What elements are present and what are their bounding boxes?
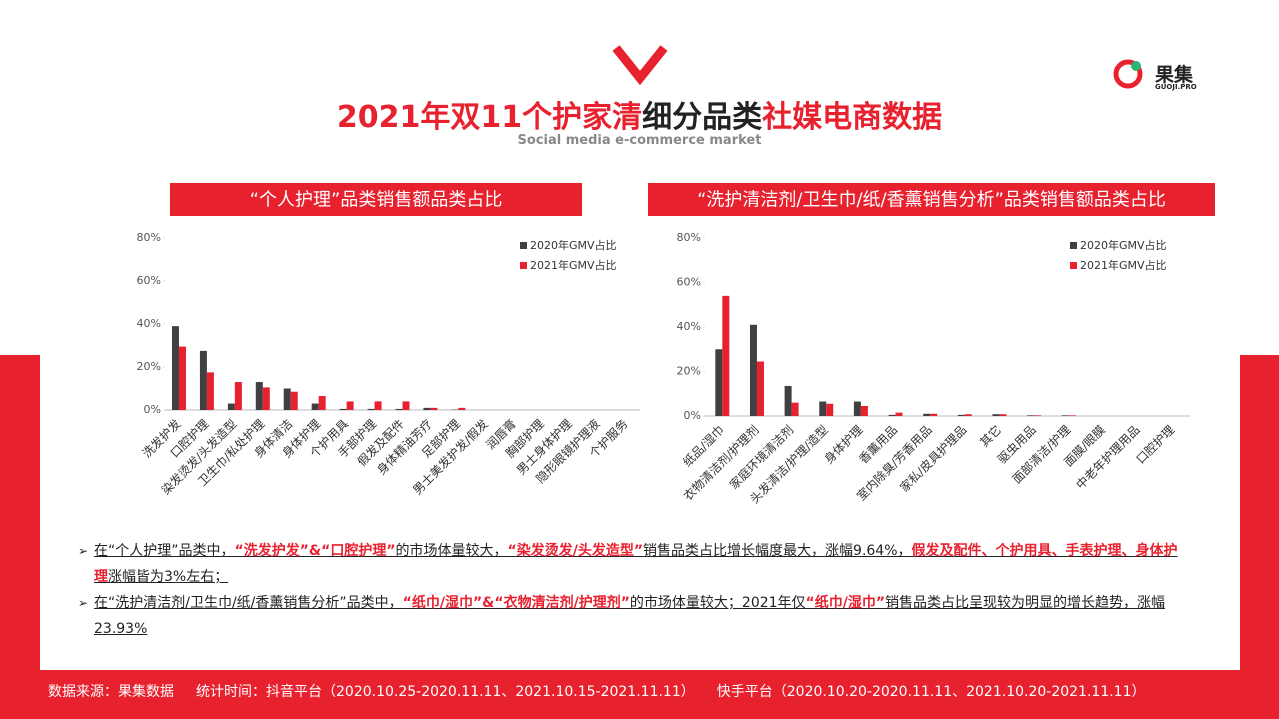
footer-text: 统计时间：抖音平台（2020.10.25-2020.11.11、2021.10.… bbox=[196, 684, 695, 700]
bar bbox=[1027, 415, 1035, 416]
bar bbox=[290, 391, 298, 410]
bar bbox=[171, 326, 179, 410]
bullet-run: 在“洗护清洁剂/卫生巾/纸/香薰销售分析”品类中， bbox=[94, 595, 403, 611]
title-run: 2021年双11个护家清 bbox=[336, 100, 643, 135]
bullet-run: 销售品类占比增长幅度最大，涨幅9.64%， bbox=[643, 543, 912, 559]
y-tick-label: 20% bbox=[677, 365, 701, 378]
bar bbox=[311, 403, 319, 410]
bar bbox=[367, 408, 375, 410]
bullet-run: “纸巾/湿巾” bbox=[805, 595, 886, 611]
bar bbox=[430, 407, 438, 410]
legend-swatch bbox=[520, 242, 527, 249]
y-tick-label: 0% bbox=[684, 409, 701, 422]
bar bbox=[860, 405, 868, 416]
legend-label: 2020年GMV占比 bbox=[530, 238, 617, 252]
bullet-run: 的市场体量较大；2021年仅 bbox=[629, 595, 806, 611]
bar bbox=[395, 408, 403, 410]
y-tick-label: 80% bbox=[137, 231, 161, 244]
bar bbox=[402, 401, 410, 410]
chart-title-box bbox=[170, 183, 582, 216]
subtitle: Social media e-commerce market bbox=[517, 133, 762, 148]
bar bbox=[199, 350, 207, 410]
footer-text: 快手平台（2020.10.20-2020.11.11、2021.10.20-20… bbox=[716, 684, 1146, 700]
bar bbox=[458, 407, 466, 410]
x-tick-label: 口腔护理 bbox=[1133, 422, 1178, 467]
bar bbox=[1061, 415, 1069, 416]
bar bbox=[227, 403, 235, 410]
legend-swatch bbox=[1070, 262, 1077, 269]
bar bbox=[206, 372, 214, 410]
bullet-run: “洗发护发”&“口腔护理” bbox=[234, 543, 396, 559]
y-tick-label: 80% bbox=[677, 231, 701, 244]
bullet: 在“个人护理”品类中，“洗发护发”&“口腔护理”的市场体量较大，“染发烫发/头发… bbox=[78, 538, 1188, 590]
bar bbox=[255, 382, 263, 410]
bar bbox=[957, 414, 965, 416]
bullet-run: 在“个人护理”品类中， bbox=[94, 543, 235, 559]
footer-text: 数据来源：果集数据 bbox=[48, 684, 174, 700]
legend-swatch bbox=[1070, 242, 1077, 249]
bar bbox=[178, 346, 186, 410]
logo-icon-dot bbox=[1131, 61, 1141, 71]
bullet-run: 假发及配件、个护用具、手表护理、身体护理 bbox=[94, 543, 1178, 585]
bar bbox=[923, 413, 931, 416]
logo-text: 果集 bbox=[1155, 64, 1194, 86]
bar bbox=[1034, 415, 1042, 416]
bar bbox=[992, 414, 1000, 416]
bullet-run: 的市场体量较大， bbox=[395, 543, 508, 559]
chart-title: “洗护清洁剂/卫生巾/纸/香薰销售分析”品类销售额品类占比 bbox=[697, 190, 1166, 211]
bar bbox=[888, 414, 896, 416]
bar bbox=[339, 408, 347, 410]
bar bbox=[318, 396, 326, 410]
bullet-run: 涨幅皆为3%左右； bbox=[108, 569, 229, 585]
bar bbox=[784, 385, 792, 416]
y-tick-label: 40% bbox=[677, 320, 701, 333]
bar bbox=[715, 349, 723, 416]
bar bbox=[930, 413, 938, 416]
bullet-run: “纸巾/湿巾”&“衣物清洁剂/护理剂” bbox=[402, 595, 630, 611]
chart-title-box bbox=[648, 183, 1215, 216]
bar bbox=[374, 401, 382, 410]
bar bbox=[999, 414, 1007, 416]
bar bbox=[722, 295, 730, 416]
y-tick-label: 20% bbox=[137, 360, 161, 373]
bar bbox=[749, 324, 757, 416]
legend-label: 2021年GMV占比 bbox=[1080, 258, 1167, 272]
bullet-run: “染发烫发/头发造型” bbox=[507, 543, 644, 559]
bar bbox=[791, 402, 799, 416]
title-run: 社媒电商数据 bbox=[762, 100, 943, 135]
chart-title: “个人护理”品类销售额品类占比 bbox=[250, 190, 503, 211]
bar bbox=[853, 401, 861, 416]
bar bbox=[756, 361, 764, 416]
bar bbox=[262, 387, 270, 410]
legend-label: 2020年GMV占比 bbox=[1080, 238, 1167, 252]
bar bbox=[346, 401, 354, 410]
title: 2021年双11个护家清细分品类社媒电商数据 bbox=[0, 92, 1279, 136]
x-tick-label: 其它 bbox=[976, 422, 1004, 450]
bar bbox=[283, 388, 291, 410]
bar bbox=[423, 407, 431, 410]
logo-chevron bbox=[612, 45, 668, 86]
y-tick-label: 60% bbox=[677, 276, 701, 289]
bar bbox=[1068, 415, 1076, 416]
legend-swatch bbox=[520, 262, 527, 269]
bullet: 在“洗护清洁剂/卫生巾/纸/香薰销售分析”品类中，“纸巾/湿巾”&“衣物清洁剂/… bbox=[78, 590, 1188, 642]
bar bbox=[234, 382, 242, 410]
bar bbox=[964, 414, 972, 416]
bullet-run: 销售品类占比呈现较为明显的增长趋势，涨幅23.93% bbox=[94, 595, 1166, 637]
title-run: 细分品类 bbox=[642, 100, 763, 135]
logo-icon bbox=[1113, 59, 1143, 89]
y-tick-label: 60% bbox=[137, 274, 161, 287]
footer: 数据来源：果集数据 统计时间：抖音平台（2020.10.25-2020.11.11… bbox=[48, 681, 1168, 701]
logo-subtext: GUOJI.PRO bbox=[1155, 83, 1197, 91]
bullets: 在“个人护理”品类中，“洗发护发”&“口腔护理”的市场体量较大，“染发烫发/头发… bbox=[78, 538, 1188, 642]
bar bbox=[826, 403, 834, 416]
y-tick-label: 40% bbox=[137, 317, 161, 330]
legend-label: 2021年GMV占比 bbox=[530, 258, 617, 272]
bar bbox=[895, 412, 903, 416]
y-tick-label: 0% bbox=[144, 403, 161, 416]
bar bbox=[819, 401, 827, 416]
